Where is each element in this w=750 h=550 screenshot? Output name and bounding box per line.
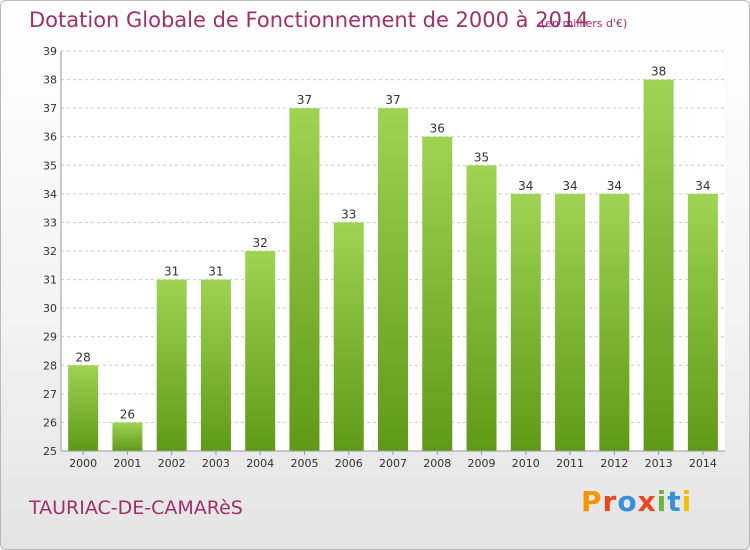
- bar-2004: [245, 251, 276, 451]
- bar-2013: [643, 79, 674, 452]
- bar-2008: [422, 136, 453, 451]
- data-label: 38: [651, 65, 666, 79]
- bar-2014: [687, 193, 718, 451]
- bar-2010: [510, 193, 541, 451]
- x-axis-ticks: 2000 2001 2002 2003 2004 2005 2006 2007 2008 2009…: [69, 451, 717, 470]
- data-label: 31: [164, 265, 179, 279]
- data-label: 31: [208, 265, 223, 279]
- x-tick-label: 2012: [600, 457, 628, 470]
- y-tick-label: 38: [43, 74, 57, 87]
- data-label: 33: [341, 207, 356, 221]
- y-tick-label: 39: [43, 45, 57, 58]
- y-tick-label: 32: [43, 245, 57, 258]
- data-label: 32: [253, 236, 268, 250]
- data-label: 28: [75, 350, 90, 364]
- y-tick-label: 26: [43, 416, 57, 429]
- y-tick-label: 27: [43, 388, 57, 401]
- y-tick-label: 29: [43, 331, 57, 344]
- bars: 28 26 31 31 32 37 33 37 36 35 34 34 34 38 34: [68, 65, 718, 452]
- y-tick-label: 37: [43, 102, 57, 115]
- data-label: 26: [120, 407, 135, 421]
- data-label: 34: [695, 179, 710, 193]
- x-tick-label: 2009: [468, 457, 496, 470]
- bar-2012: [599, 193, 630, 451]
- x-tick-label: 2002: [158, 457, 186, 470]
- bar-2006: [333, 222, 364, 451]
- x-tick-label: 2004: [246, 457, 274, 470]
- data-label: 35: [474, 150, 489, 164]
- bar-2000: [68, 365, 99, 451]
- chart-unit: (en milliers d'€): [541, 17, 628, 30]
- y-axis-ticks: 25 26 27 28 29 30 31 32 33 34 35 36 37 38 39: [43, 45, 57, 458]
- bar-2002: [156, 279, 187, 451]
- x-tick-label: 2001: [113, 457, 141, 470]
- y-tick-label: 34: [43, 188, 57, 201]
- y-tick-label: 25: [43, 445, 57, 458]
- data-label: 34: [607, 179, 622, 193]
- x-tick-label: 2013: [645, 457, 673, 470]
- y-tick-label: 36: [43, 131, 57, 144]
- bar-2011: [555, 193, 586, 451]
- x-tick-label: 2010: [512, 457, 540, 470]
- x-tick-label: 2005: [290, 457, 318, 470]
- x-tick-label: 2006: [335, 457, 363, 470]
- bar-2003: [200, 279, 231, 451]
- proxiti-logo: Proxiti: [581, 485, 693, 518]
- y-tick-label: 28: [43, 359, 57, 372]
- y-tick-label: 35: [43, 159, 57, 172]
- y-tick-label: 30: [43, 302, 57, 315]
- y-tick-label: 33: [43, 216, 57, 229]
- bar-2009: [466, 165, 497, 452]
- chart-title: Dotation Globale de Fonctionnement de 20…: [29, 8, 589, 32]
- data-label: 36: [430, 122, 445, 136]
- bar-2005: [289, 108, 320, 452]
- x-tick-label: 2014: [689, 457, 717, 470]
- x-tick-label: 2000: [69, 457, 97, 470]
- commune-name: TAURIAC-DE-CAMARèS: [29, 497, 243, 519]
- bar-2007: [378, 108, 408, 452]
- x-tick-label: 2011: [556, 457, 584, 470]
- data-label: 34: [518, 179, 533, 193]
- x-tick-label: 2007: [379, 457, 407, 470]
- bar-2001: [112, 422, 143, 451]
- data-label: 37: [385, 93, 400, 107]
- data-label: 34: [562, 179, 577, 193]
- x-tick-label: 2008: [423, 457, 451, 470]
- x-tick-label: 2003: [202, 457, 230, 470]
- y-tick-label: 31: [43, 274, 57, 287]
- data-label: 37: [297, 93, 312, 107]
